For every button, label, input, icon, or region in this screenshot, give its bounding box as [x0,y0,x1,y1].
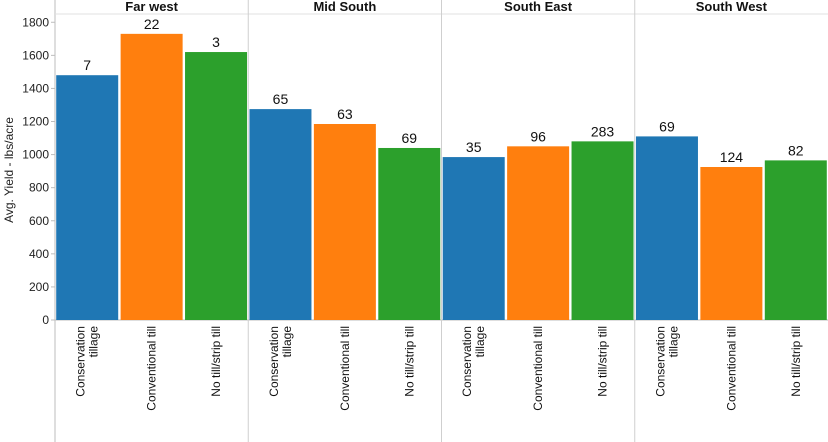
bar [185,52,248,320]
x-tick-label-line: tillage [280,326,294,358]
x-tick-label-line: No till/strip till [209,326,223,397]
x-tick-label-line: Conservation [653,326,667,397]
x-tick-label-line: tillage [666,326,680,358]
bar [700,167,763,320]
bar [442,157,505,320]
x-tick-label-line: tillage [473,326,487,358]
y-axis: Avg. Yield - lbs/acre 0 200 400 600 800 1000 1… [2,15,55,327]
panel-header: South East [504,0,573,14]
y-tick-label: 200 [29,280,49,294]
x-tick-label-line: Conservation [460,326,474,397]
panel-header: Far west [125,0,178,14]
bar [120,33,183,321]
x-tick-label: Conservationtillage [74,326,101,397]
x-tick-label: Conservationtillage [267,326,294,397]
y-tick-label: 400 [29,247,49,261]
bar [56,75,119,320]
bar [507,146,570,320]
x-tick-label-line: Conventional till [338,326,352,411]
x-tick-label: Conservationtillage [653,326,680,397]
data-label: 65 [273,91,289,107]
data-label: 124 [720,149,744,165]
x-tick-label: Conventional till [531,326,545,411]
x-tick-label-line: Conventional till [531,326,545,411]
panel-header: South West [696,0,768,14]
y-tick-label: 0 [42,313,49,327]
y-tick-label: 1400 [22,81,49,95]
data-label: 3 [212,34,220,50]
y-tick-label: 1000 [22,148,49,162]
bar [249,109,312,320]
panels: Far west7Conservationtillage22Convention… [56,0,827,411]
data-label: 22 [144,16,160,32]
panel: South West 69 Conservationtillage 124 Conven… [635,0,827,411]
bar [635,136,698,320]
data-label: 283 [591,123,615,139]
x-tick-label: No till/strip till [789,326,803,397]
y-tick-label: 800 [29,181,49,195]
data-label: 7 [83,57,91,73]
chart-frame [54,0,828,442]
x-tick-label-line: Conventional till [724,326,738,411]
bar [764,160,827,320]
x-tick-label: No till/strip till [596,326,610,397]
panel-header: Mid South [313,0,376,14]
bar [313,123,376,320]
x-tick-label-line: Conservation [267,326,281,397]
data-label: 35 [466,139,482,155]
y-tick-label: 1200 [22,115,49,129]
x-tick-label-line: No till/strip till [402,326,416,397]
y-tick-label: 1600 [22,48,49,62]
panel: Mid South 65 Conservationtillage 63 Conventi… [249,0,441,411]
data-label: 69 [659,118,675,134]
panel: Far west 7 Conservationtillage 22 Convention… [56,0,248,411]
x-tick-label-line: No till/strip till [789,326,803,397]
data-label: 82 [788,142,804,158]
x-tick-label: Conservationtillage [460,326,487,397]
x-tick-label-line: Conventional till [145,326,159,411]
data-label: 96 [530,128,546,144]
x-tick-label-line: Conservation [74,326,88,397]
x-tick-label: No till/strip till [402,326,416,397]
bar [378,147,441,320]
y-tick-label: 600 [29,214,49,228]
x-tick-label: Conventional till [724,326,738,411]
bar [571,141,634,320]
data-label: 63 [337,106,353,122]
x-tick-label: No till/strip till [209,326,223,397]
x-tick-label: Conventional till [338,326,352,411]
panel: South East 35 Conservationtillage 96 Convent… [442,0,634,411]
y-axis-label: Avg. Yield - lbs/acre [2,117,16,223]
x-tick-label-line: No till/strip till [596,326,610,397]
x-tick-label: Conventional till [145,326,159,411]
data-label: 69 [402,130,418,146]
y-tick-label: 1800 [22,15,49,29]
x-tick-label-line: tillage [87,326,101,358]
